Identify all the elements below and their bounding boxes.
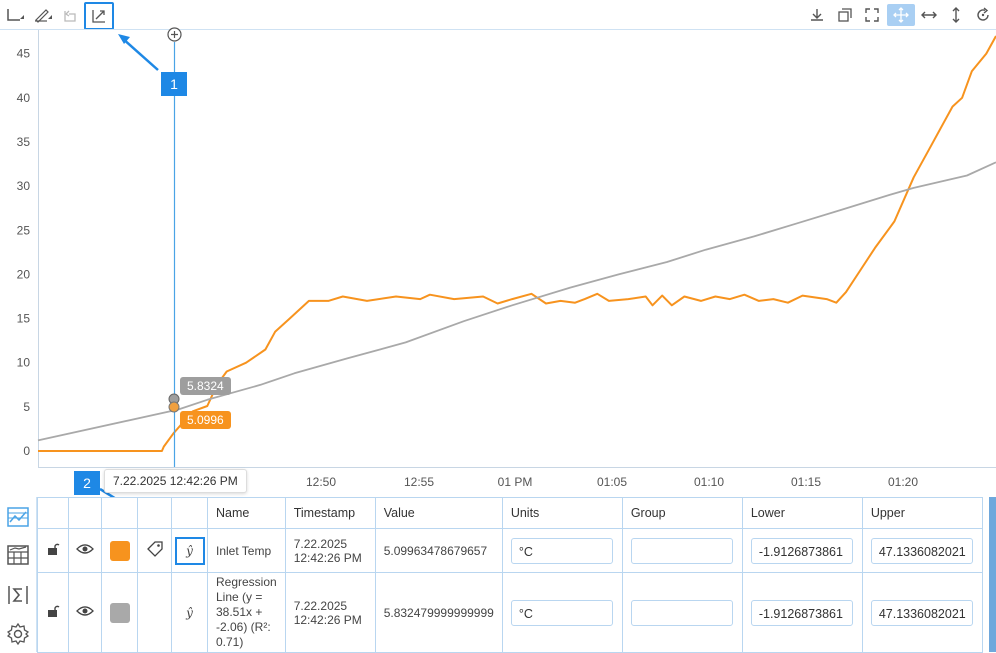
x-tick-label: 01 PM [498,475,533,489]
eye-icon[interactable] [68,528,102,573]
y-tick-label: 30 [17,179,31,193]
orange-cursor-point [168,401,180,413]
x-tick-label: 12:50 [306,475,336,489]
lower-input[interactable]: -1.9126873861 [750,599,853,626]
y-tick-label: 45 [17,47,31,61]
zoom-vertical-icon[interactable] [945,4,967,26]
table-scrollbar[interactable] [989,497,996,652]
upper-input[interactable]: 47.1336082021 [870,599,973,626]
y-tick-label: 35 [17,135,31,149]
callout-1-arrowhead [118,34,130,44]
undo-icon[interactable] [58,4,80,26]
draw-mode-icon[interactable] [32,4,54,26]
y-tick-label: 40 [17,91,31,105]
y-tick-label: 10 [17,356,31,370]
header-value[interactable]: Value [374,497,503,529]
row-value: 5.09963478679657 [374,528,503,573]
pan-icon[interactable] [887,4,915,26]
zoom-horizontal-icon[interactable] [918,4,940,26]
y-tick-label: 15 [17,312,31,326]
signal-table: Name Timestamp Value Units Group Lower U… [37,497,983,653]
cursor-time-label: 7.22.2025 12:42:26 PM [104,469,247,493]
eye-icon[interactable] [68,572,102,653]
row-name: Regression Line (y = 38.51x + -2.06) (R²… [207,572,286,653]
row-name: Inlet Temp [207,528,286,573]
table-sidebar [0,497,37,652]
gray-value-badge: 5.8324 [180,377,231,395]
header-units[interactable]: Units [501,497,623,529]
x-axis-ticks: 12:50 12:55 01 PM 01:05 01:10 01:15 01:20 [306,475,918,489]
tag-icon[interactable] [137,528,172,573]
y-axis-ticks: 0 5 10 15 20 25 30 35 40 45 [17,47,31,458]
units-input[interactable]: °C [510,537,613,564]
table-row: ŷ Regression Line (y = 38.51x + -2.06) (… [37,572,983,653]
header-upper[interactable]: Upper [861,497,983,529]
y-tick-label: 20 [17,267,31,281]
x-tick-label: 01:15 [791,475,821,489]
units-input[interactable]: °C [510,599,613,626]
x-tick-label: 01:20 [888,475,918,489]
lower-input[interactable]: -1.9126873861 [750,537,853,564]
x-tick-label: 01:05 [597,475,627,489]
axis-mode-icon[interactable] [4,4,26,26]
group-input[interactable] [630,537,733,564]
table-view-icon[interactable] [6,543,30,567]
restore-icon[interactable] [834,4,856,26]
color-swatch [109,602,130,623]
header-lower[interactable]: Lower [741,497,863,529]
row-value: 5.832479999999999 [374,572,503,653]
add-cursor-icon[interactable] [167,27,182,42]
table-row: ŷ Inlet Temp 7.22.2025 12:42:26 PM 5.099… [37,528,983,573]
y-tick-label: 25 [17,223,31,237]
upper-input[interactable]: 47.1336082021 [870,537,973,564]
regression-toggle-icon[interactable]: ŷ [186,605,193,620]
refresh-icon[interactable] [972,4,994,26]
group-input[interactable] [630,599,733,626]
trend-view-icon[interactable] [6,505,30,529]
color-swatch [109,540,130,561]
x-tick-label: 12:55 [404,475,434,489]
regression-toggle-icon[interactable]: ŷ [174,536,205,565]
settings-icon[interactable] [6,622,30,646]
fullscreen-icon[interactable] [861,4,883,26]
row-timestamp: 7.22.2025 12:42:26 PM [284,572,376,653]
callout-2-arrow [99,487,116,497]
table-header-row: Name Timestamp Value Units Group Lower U… [37,497,983,529]
inlet-temp-series-line [38,35,996,452]
y-tick-label: 5 [23,400,30,414]
callout-1-arrow [121,37,159,71]
lock-icon[interactable] [37,572,69,653]
lock-icon[interactable] [37,528,69,573]
header-name[interactable]: Name [207,497,286,529]
regression-series-line [37,161,996,442]
orange-value-badge: 5.0996 [180,411,231,429]
statistics-icon[interactable] [6,583,30,607]
x-tick-label: 01:10 [694,475,724,489]
y-tick-label: 0 [23,444,30,458]
header-group[interactable]: Group [621,497,743,529]
callout-1-marker: 1 [161,72,187,96]
callout-2-marker: 2 [74,471,100,495]
trend-chart[interactable]: 0 5 10 15 20 25 30 35 40 45 12:50 12:55 01 PM 01:05 0… [0,0,996,497]
download-icon[interactable] [806,4,828,26]
row-timestamp: 7.22.2025 12:42:26 PM [284,528,376,573]
series-layer [37,35,996,452]
header-timestamp[interactable]: Timestamp [284,497,376,529]
